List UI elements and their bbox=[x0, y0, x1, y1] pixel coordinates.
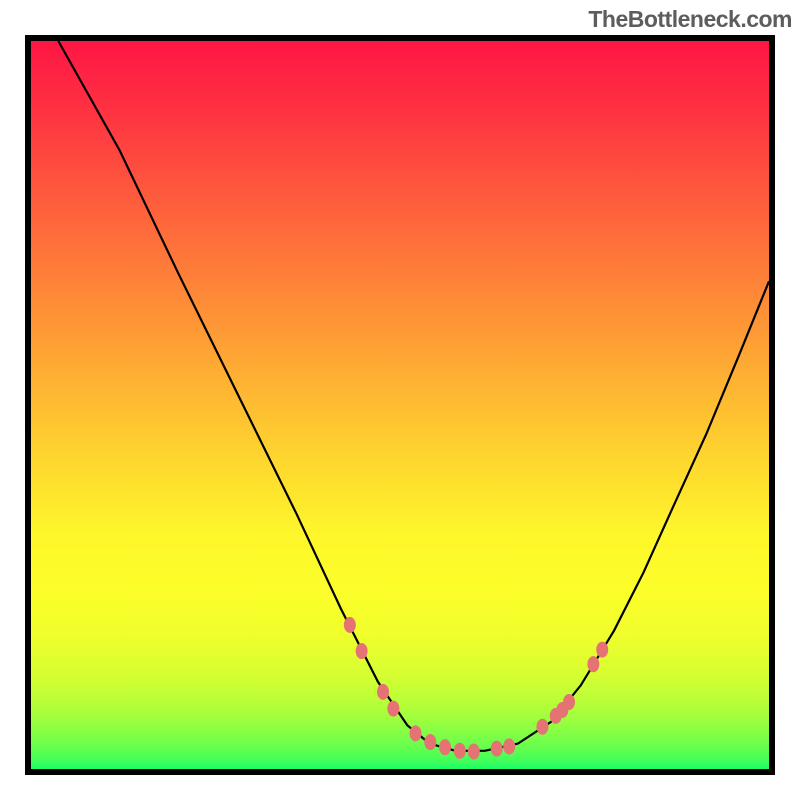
curve-marker bbox=[377, 684, 389, 700]
bottleneck-curve bbox=[58, 41, 769, 751]
curve-marker bbox=[491, 741, 503, 757]
curve-marker bbox=[587, 656, 599, 672]
curve-marker bbox=[387, 701, 399, 717]
chart-frame bbox=[25, 35, 775, 775]
curve-markers bbox=[344, 617, 608, 760]
curve-marker bbox=[468, 744, 480, 760]
curve-marker bbox=[439, 739, 451, 755]
curve-marker bbox=[536, 719, 548, 735]
curve-marker bbox=[424, 734, 436, 750]
attribution-text: TheBottleneck.com bbox=[588, 6, 792, 33]
curve-marker bbox=[563, 694, 575, 710]
curve-layer bbox=[31, 41, 769, 769]
curve-marker bbox=[503, 738, 515, 754]
curve-marker bbox=[596, 642, 608, 658]
curve-marker bbox=[410, 725, 422, 741]
chart-container: TheBottleneck.com bbox=[0, 0, 800, 800]
curve-marker bbox=[454, 743, 466, 759]
curve-marker bbox=[344, 617, 356, 633]
curve-marker bbox=[356, 643, 368, 659]
